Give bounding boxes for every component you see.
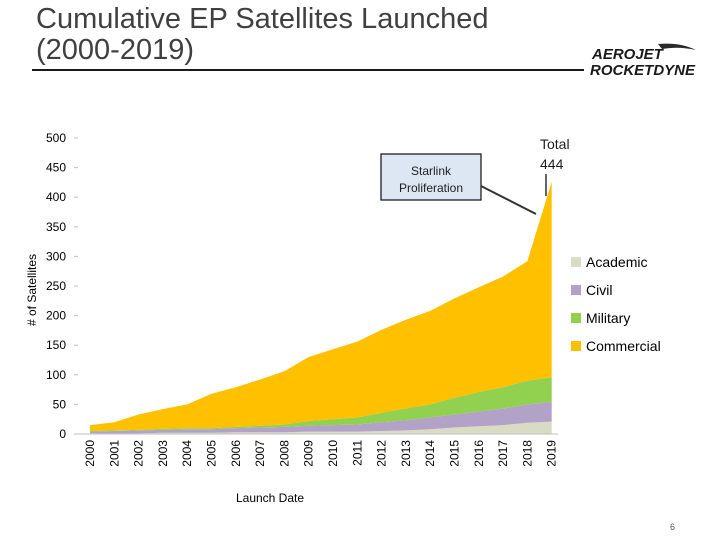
y-tick-label: 150 (46, 338, 66, 352)
y-tick-label: 350 (46, 220, 66, 234)
x-tick-label: 2009 (302, 440, 316, 467)
legend-swatch-commercial (571, 341, 581, 351)
x-tick-label: 2012 (375, 440, 389, 467)
legend-label-academic: Academic (586, 254, 647, 270)
y-tick-label: 500 (46, 131, 66, 145)
x-tick-label: 2004 (180, 440, 194, 467)
x-tick-label: 2019 (545, 440, 559, 467)
legend: Academic Civil Military Commercial (571, 254, 661, 354)
y-tick-label: 0 (59, 427, 66, 441)
x-tick-label: 2007 (253, 440, 267, 467)
x-tick-label: 2018 (520, 440, 534, 467)
x-tick-label: 2003 (156, 440, 170, 467)
x-tick-label: 2014 (423, 440, 437, 467)
x-tick-label: 2008 (277, 440, 291, 467)
area-layer (90, 181, 552, 434)
y-tick-label: 250 (46, 279, 66, 293)
legend-swatch-military (571, 313, 581, 323)
y-tick-label: 50 (53, 397, 67, 411)
legend-swatch-civil (571, 285, 581, 295)
y-tick-label: 300 (46, 249, 66, 263)
legend-label-civil: Civil (586, 282, 612, 298)
slide-title-line1: Cumulative EP Satellites Launched (36, 3, 489, 35)
y-tick-layer: 0 50 100 150 200 250 300 350 400 450 500 (46, 131, 78, 441)
x-tick-label: 2016 (472, 440, 486, 467)
x-tick-label: 2015 (448, 440, 462, 467)
legend-swatch-academic (571, 257, 581, 267)
y-tick-label: 100 (46, 368, 66, 382)
y-tick-label: 200 (46, 309, 66, 323)
area-series-civil (90, 402, 552, 434)
total-annotation-line2: 444 (540, 156, 564, 172)
x-tick-label: 2013 (399, 440, 413, 467)
x-tick-label: 2017 (496, 440, 510, 467)
legend-label-military: Military (586, 310, 630, 326)
logo-swoosh-icon (658, 43, 696, 50)
starlink-annotation-line1: Starlink (411, 164, 452, 178)
x-tick-label: 2005 (205, 440, 219, 467)
y-tick-label: 450 (46, 161, 66, 175)
y-tick-label: 400 (46, 190, 66, 204)
page-number: 6 (670, 522, 676, 532)
logo-text-line1: AEROJET (591, 46, 665, 63)
total-annotation-line1: Total (540, 136, 570, 152)
starlink-annotation-line2: Proliferation (399, 181, 463, 195)
area-series-academic (90, 421, 552, 434)
x-axis-label: Launch Date (236, 491, 304, 505)
starlink-annotation-box (380, 153, 482, 201)
x-tick-layer: 2000 2001 2002 2003 2004 2005 2006 2007 2008 2009… (83, 440, 559, 467)
starlink-pointer-arrow (480, 185, 537, 215)
x-tick-label: 2002 (132, 440, 146, 467)
slide-title-line2: (2000-2019) (36, 34, 194, 66)
area-series-commercial (90, 181, 552, 431)
x-tick-label: 2001 (107, 440, 121, 467)
x-tick-label: 2010 (326, 440, 340, 467)
title-divider (32, 69, 584, 71)
slide-title: Cumulative EP Satellites Launched (2000-… (36, 4, 556, 66)
area-series-military (90, 377, 552, 432)
aerojet-rocketdyne-logo: AEROJET ROCKETDYNE (590, 43, 696, 79)
logo-text-line2: ROCKETDYNE (590, 62, 696, 79)
x-tick-label: 2011 (350, 440, 364, 466)
x-tick-label: 2006 (229, 440, 243, 467)
y-axis-label: # of Satellites (25, 254, 39, 326)
x-tick-label: 2000 (83, 440, 97, 467)
legend-label-commercial: Commercial (586, 338, 661, 354)
